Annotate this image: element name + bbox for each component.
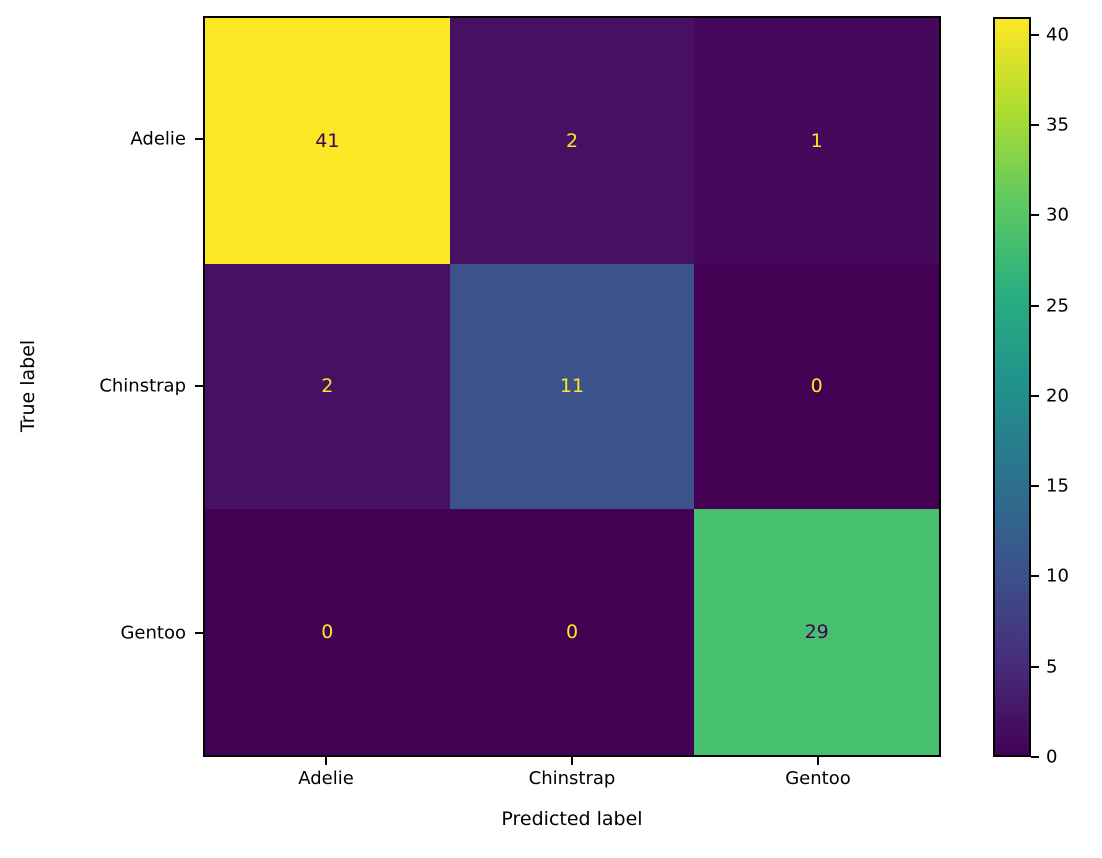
cell-value: 41	[315, 129, 340, 152]
y-tick-mark	[195, 632, 203, 634]
x-tick-label-gentoo: Gentoo	[785, 768, 851, 789]
colorbar-tick-mark	[1031, 756, 1039, 758]
cell-value: 2	[321, 375, 334, 398]
cell-value: 29	[804, 621, 829, 644]
colorbar-tick-label: 40	[1046, 24, 1069, 46]
y-axis-title: True label	[17, 339, 39, 433]
x-tick-mark	[817, 757, 819, 765]
colorbar-tick-mark	[1031, 485, 1039, 487]
matrix-cell-adelie-gentoo: 1	[694, 18, 939, 264]
x-tick-label-chinstrap: Chinstrap	[528, 768, 616, 789]
cell-value: 0	[565, 621, 579, 644]
x-axis-title: Predicted label	[501, 808, 643, 830]
colorbar-tick-mark	[1031, 666, 1039, 668]
cell-value: 0	[321, 621, 334, 644]
colorbar-tick-mark	[1031, 395, 1039, 397]
cell-value: 11	[559, 375, 585, 398]
colorbar-tick-label: 30	[1046, 204, 1069, 226]
colorbar-tick-label: 15	[1046, 475, 1069, 497]
colorbar-tick-label: 0	[1046, 746, 1058, 768]
colorbar-tick-label: 5	[1046, 656, 1058, 678]
colorbar-tick-mark	[1031, 305, 1039, 307]
y-tick-label-gentoo: Gentoo	[120, 622, 186, 644]
matrix-cell-adelie-chinstrap: 2	[449, 18, 695, 264]
cell-value: 0	[810, 375, 823, 398]
cell-value: 2	[565, 129, 579, 152]
x-tick-mark	[325, 757, 327, 765]
colorbar-tick-label: 25	[1046, 295, 1069, 317]
heatmap-plot-area: 41 2 1 2 11 0 0 0 29	[203, 16, 941, 757]
y-tick-mark	[195, 385, 203, 387]
colorbar-tick-mark	[1031, 214, 1039, 216]
x-tick-mark	[571, 757, 573, 765]
matrix-cell-gentoo-adelie: 0	[205, 509, 450, 755]
colorbar-tick-label: 35	[1046, 114, 1069, 136]
y-tick-label-chinstrap: Chinstrap	[99, 375, 186, 397]
colorbar	[993, 17, 1031, 757]
matrix-cell-adelie-adelie: 41	[205, 18, 450, 264]
matrix-cell-chinstrap-gentoo: 0	[694, 263, 939, 510]
colorbar-tick-label: 10	[1046, 565, 1069, 587]
matrix-cell-chinstrap-chinstrap: 11	[449, 263, 695, 510]
matrix-cell-chinstrap-adelie: 2	[205, 263, 450, 510]
x-tick-label-adelie: Adelie	[298, 768, 354, 789]
colorbar-tick-mark	[1031, 575, 1039, 577]
colorbar-tick-mark	[1031, 34, 1039, 36]
y-tick-label-adelie: Adelie	[130, 128, 186, 150]
colorbar-tick-label: 20	[1046, 385, 1069, 407]
colorbar-tick-mark	[1031, 124, 1039, 126]
matrix-cell-gentoo-chinstrap: 0	[449, 509, 695, 755]
y-tick-mark	[195, 138, 203, 140]
cell-value: 1	[810, 129, 823, 152]
matrix-cell-gentoo-gentoo: 29	[694, 509, 939, 755]
